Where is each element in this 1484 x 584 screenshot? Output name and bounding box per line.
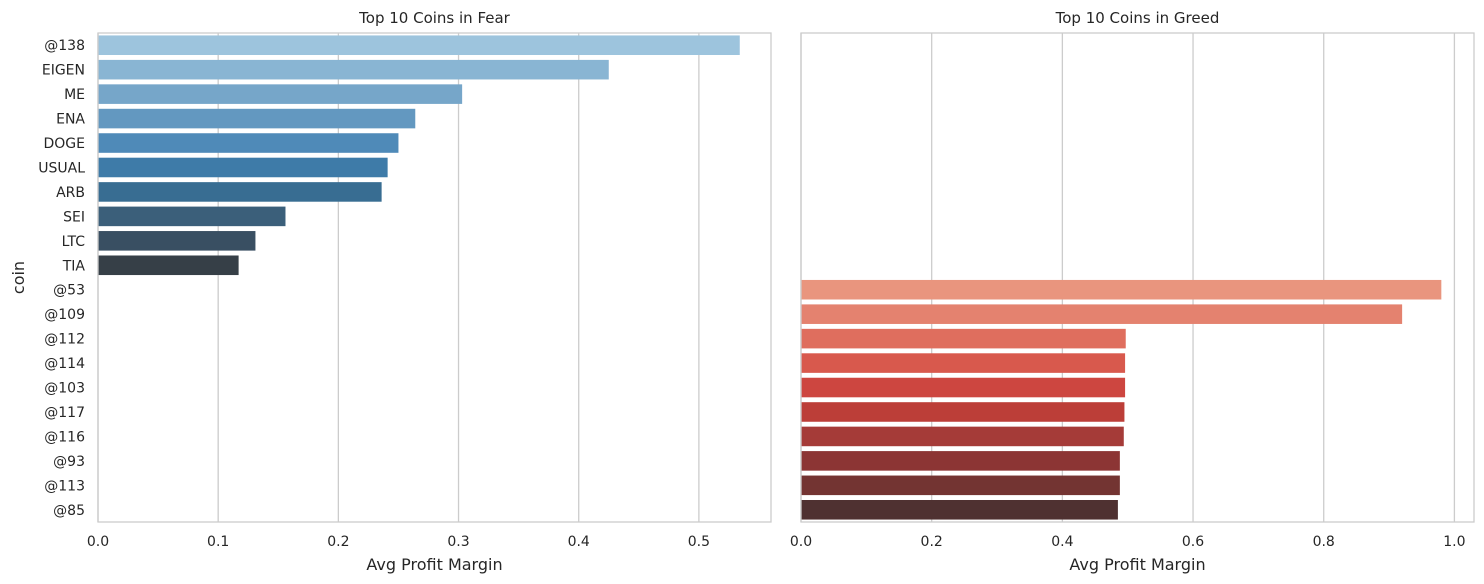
y-tick-label-at112: @112	[44, 332, 85, 348]
fear-bar-me	[98, 84, 463, 104]
greed-bar-at114	[801, 353, 1126, 373]
fear-bar-ena	[98, 108, 416, 129]
fear-x-tick-label: 0.1	[207, 534, 229, 550]
fear-bar-ltc	[98, 231, 256, 251]
y-tick-label-at113: @113	[44, 478, 85, 494]
greed-x-tick-label: 0.4	[1051, 534, 1073, 550]
fear-x-tick-label: 0.4	[568, 534, 590, 550]
y-tick-label-at93: @93	[53, 454, 85, 470]
fear-x-tick-label: 0.3	[447, 534, 469, 550]
fear-bar-tia	[98, 255, 239, 276]
y-tick-label-tia: TIA	[62, 258, 86, 274]
greed-bar-at103	[801, 377, 1126, 398]
greed-bar-at117	[801, 402, 1125, 422]
y-tick-label-at117: @117	[44, 405, 85, 421]
fear-bar-sei	[98, 206, 286, 227]
greed-chart-title: Top 10 Coins in Greed	[1055, 9, 1220, 27]
fear-chart-panel: 0.0 0.1 0.2 0.3 0.4 0.5 @138 EIGEN ME ENA DOGE USUA…	[9, 9, 772, 574]
greed-bar-at53	[801, 279, 1442, 300]
greed-x-tick-label: 0.0	[790, 534, 812, 550]
y-tick-label-at114: @114	[44, 356, 85, 372]
fear-x-tick-label: 0.0	[87, 534, 109, 550]
greed-chart-panel: 0.0 0.2 0.4 0.6 0.8 1.0 Top 10 Coins in Greed A…	[790, 9, 1475, 574]
y-tick-label-sei: SEI	[63, 209, 85, 225]
y-tick-label-doge: DOGE	[44, 136, 86, 152]
y-tick-label-arb: ARB	[56, 185, 85, 201]
y-tick-label-at103: @103	[44, 381, 85, 397]
greed-bar-at113	[801, 475, 1120, 496]
greed-plot-frame	[800, 32, 1475, 523]
y-tick-label-at116: @116	[44, 429, 85, 445]
greed-bar-at112	[801, 328, 1126, 349]
y-tick-label-ena: ENA	[56, 112, 85, 128]
y-tick-label-me: ME	[64, 87, 85, 103]
y-tick-label-eigen: EIGEN	[42, 63, 85, 79]
y-tick-label-at53: @53	[53, 283, 85, 299]
greed-bar-at116	[801, 426, 1124, 447]
fear-bar-usual	[98, 157, 388, 178]
greed-bar-at109	[801, 304, 1403, 324]
fear-plot-frame	[97, 32, 772, 523]
y-tick-label-at138: @138	[44, 38, 85, 54]
greed-bar-at93	[801, 451, 1120, 471]
fear-bar-arb	[98, 182, 382, 202]
fear-bar-eigen	[98, 59, 609, 80]
fear-bar-at138	[98, 35, 740, 56]
greed-x-tick-label: 1.0	[1443, 534, 1465, 550]
fear-bar-doge	[98, 133, 399, 153]
greed-x-tick-label: 0.8	[1313, 534, 1335, 550]
y-axis-label: coin	[9, 261, 28, 294]
fear-x-tick-label: 0.5	[688, 534, 710, 550]
greed-x-tick-label: 0.2	[921, 534, 943, 550]
fear-x-axis-label: Avg Profit Margin	[366, 555, 502, 574]
y-tick-label-usual: USUAL	[38, 160, 85, 176]
fear-x-tick-label: 0.2	[327, 534, 349, 550]
greed-x-tick-label: 0.6	[1182, 534, 1204, 550]
fear-chart-title: Top 10 Coins in Fear	[358, 9, 511, 27]
y-tick-label-at109: @109	[44, 307, 85, 323]
y-tick-label-at85: @85	[53, 503, 85, 519]
greed-x-axis-label: Avg Profit Margin	[1069, 555, 1205, 574]
greed-bar-at85	[801, 499, 1118, 520]
y-tick-label-ltc: LTC	[62, 234, 86, 250]
